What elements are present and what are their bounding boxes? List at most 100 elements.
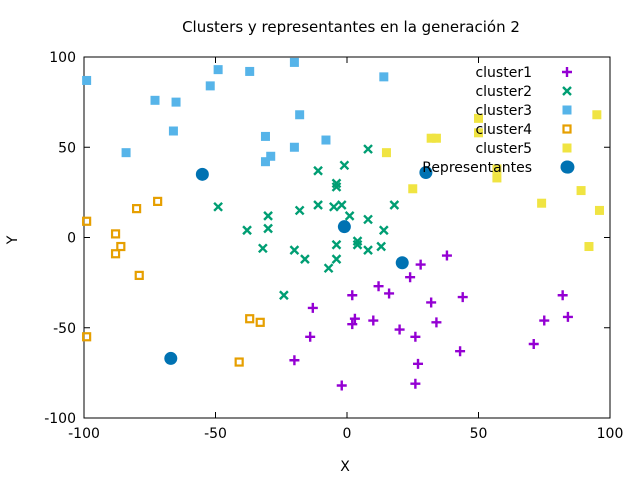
data-point	[255, 317, 265, 327]
data-point	[408, 184, 418, 194]
data-point	[266, 151, 276, 161]
data-point	[150, 95, 160, 105]
data-point	[339, 160, 350, 171]
data-point	[528, 338, 539, 349]
x-tick-label: 50	[470, 426, 488, 442]
data-point	[213, 65, 223, 75]
data-point	[492, 164, 502, 174]
data-point	[410, 331, 421, 342]
data-point	[336, 200, 347, 210]
data-point	[295, 110, 305, 120]
data-point	[171, 97, 181, 107]
data-point	[289, 57, 299, 67]
legend-label: cluster5	[475, 141, 532, 157]
data-point	[431, 133, 441, 143]
data-point	[213, 201, 223, 212]
data-point	[331, 254, 342, 265]
data-point	[457, 292, 468, 303]
data-point	[376, 241, 387, 252]
data-point	[331, 239, 342, 250]
data-point	[352, 239, 363, 250]
x-tick-label: -100	[68, 426, 100, 442]
data-point	[263, 223, 273, 234]
data-point	[307, 302, 318, 313]
data-point	[381, 148, 391, 158]
data-point	[110, 249, 121, 259]
data-point	[313, 165, 323, 176]
data-point	[323, 263, 334, 274]
data-point	[378, 225, 389, 236]
data-point	[537, 198, 547, 208]
legend-marker	[562, 67, 572, 77]
data-point	[110, 229, 121, 239]
data-point	[363, 245, 373, 255]
data-point	[539, 315, 550, 326]
data-point	[455, 346, 466, 357]
data-point	[395, 256, 409, 270]
data-point	[121, 148, 131, 158]
y-tick-label: -100	[44, 411, 76, 427]
series-cluster2	[213, 144, 400, 301]
data-point	[260, 131, 270, 141]
data-point	[363, 144, 373, 154]
series-cluster3	[82, 57, 389, 167]
data-point	[592, 110, 602, 120]
x-tick-label: 0	[343, 426, 352, 442]
data-point	[474, 113, 483, 123]
y-tick-label: 100	[49, 50, 76, 66]
data-point	[562, 311, 573, 322]
data-point	[410, 378, 421, 389]
legend: cluster1 cluster2 cluster3 cluster4 cluster5…	[422, 65, 574, 176]
data-point	[205, 81, 215, 91]
data-point	[426, 133, 436, 143]
data-point	[431, 317, 442, 328]
legend-marker	[562, 124, 572, 134]
series-cluster1	[289, 250, 573, 391]
data-point	[384, 288, 395, 299]
data-point	[168, 126, 178, 136]
data-point	[289, 245, 300, 255]
data-point	[349, 313, 360, 324]
data-point	[347, 290, 358, 301]
data-point	[584, 242, 594, 252]
data-point	[373, 281, 384, 292]
data-point	[82, 216, 92, 226]
data-point	[279, 290, 289, 301]
data-point	[195, 167, 209, 181]
legend-label: cluster3	[475, 103, 532, 119]
data-point	[164, 351, 178, 365]
data-point	[234, 357, 244, 367]
data-point	[336, 380, 347, 391]
data-point	[294, 205, 305, 216]
data-point	[337, 220, 351, 234]
data-point	[394, 324, 405, 335]
data-point	[300, 254, 310, 265]
legend-marker	[562, 143, 572, 153]
data-point	[331, 182, 342, 192]
x-tick-label: -50	[204, 426, 227, 442]
data-point	[245, 314, 255, 324]
data-point	[474, 128, 483, 138]
data-point	[594, 205, 604, 215]
data-point	[441, 250, 452, 261]
data-point	[257, 243, 268, 254]
plot-area: -100 -50 0 50 100 -100 -50 0 50 100	[44, 50, 623, 442]
chart-title: Clusters y representantes en la generaci…	[182, 18, 520, 36]
legend-marker	[562, 105, 572, 115]
data-point	[313, 200, 323, 210]
data-point	[329, 201, 339, 212]
data-point	[134, 270, 144, 281]
data-point	[153, 196, 163, 206]
data-point	[576, 186, 586, 196]
series-cluster4	[82, 196, 265, 367]
data-point	[415, 259, 426, 270]
legend-label: Representantes	[422, 160, 532, 176]
data-point	[331, 178, 342, 189]
data-point	[344, 210, 355, 221]
data-point	[379, 72, 389, 82]
data-point	[116, 241, 126, 252]
data-point	[352, 236, 363, 246]
data-point	[405, 272, 416, 283]
data-point	[305, 331, 316, 342]
data-point	[289, 355, 300, 366]
